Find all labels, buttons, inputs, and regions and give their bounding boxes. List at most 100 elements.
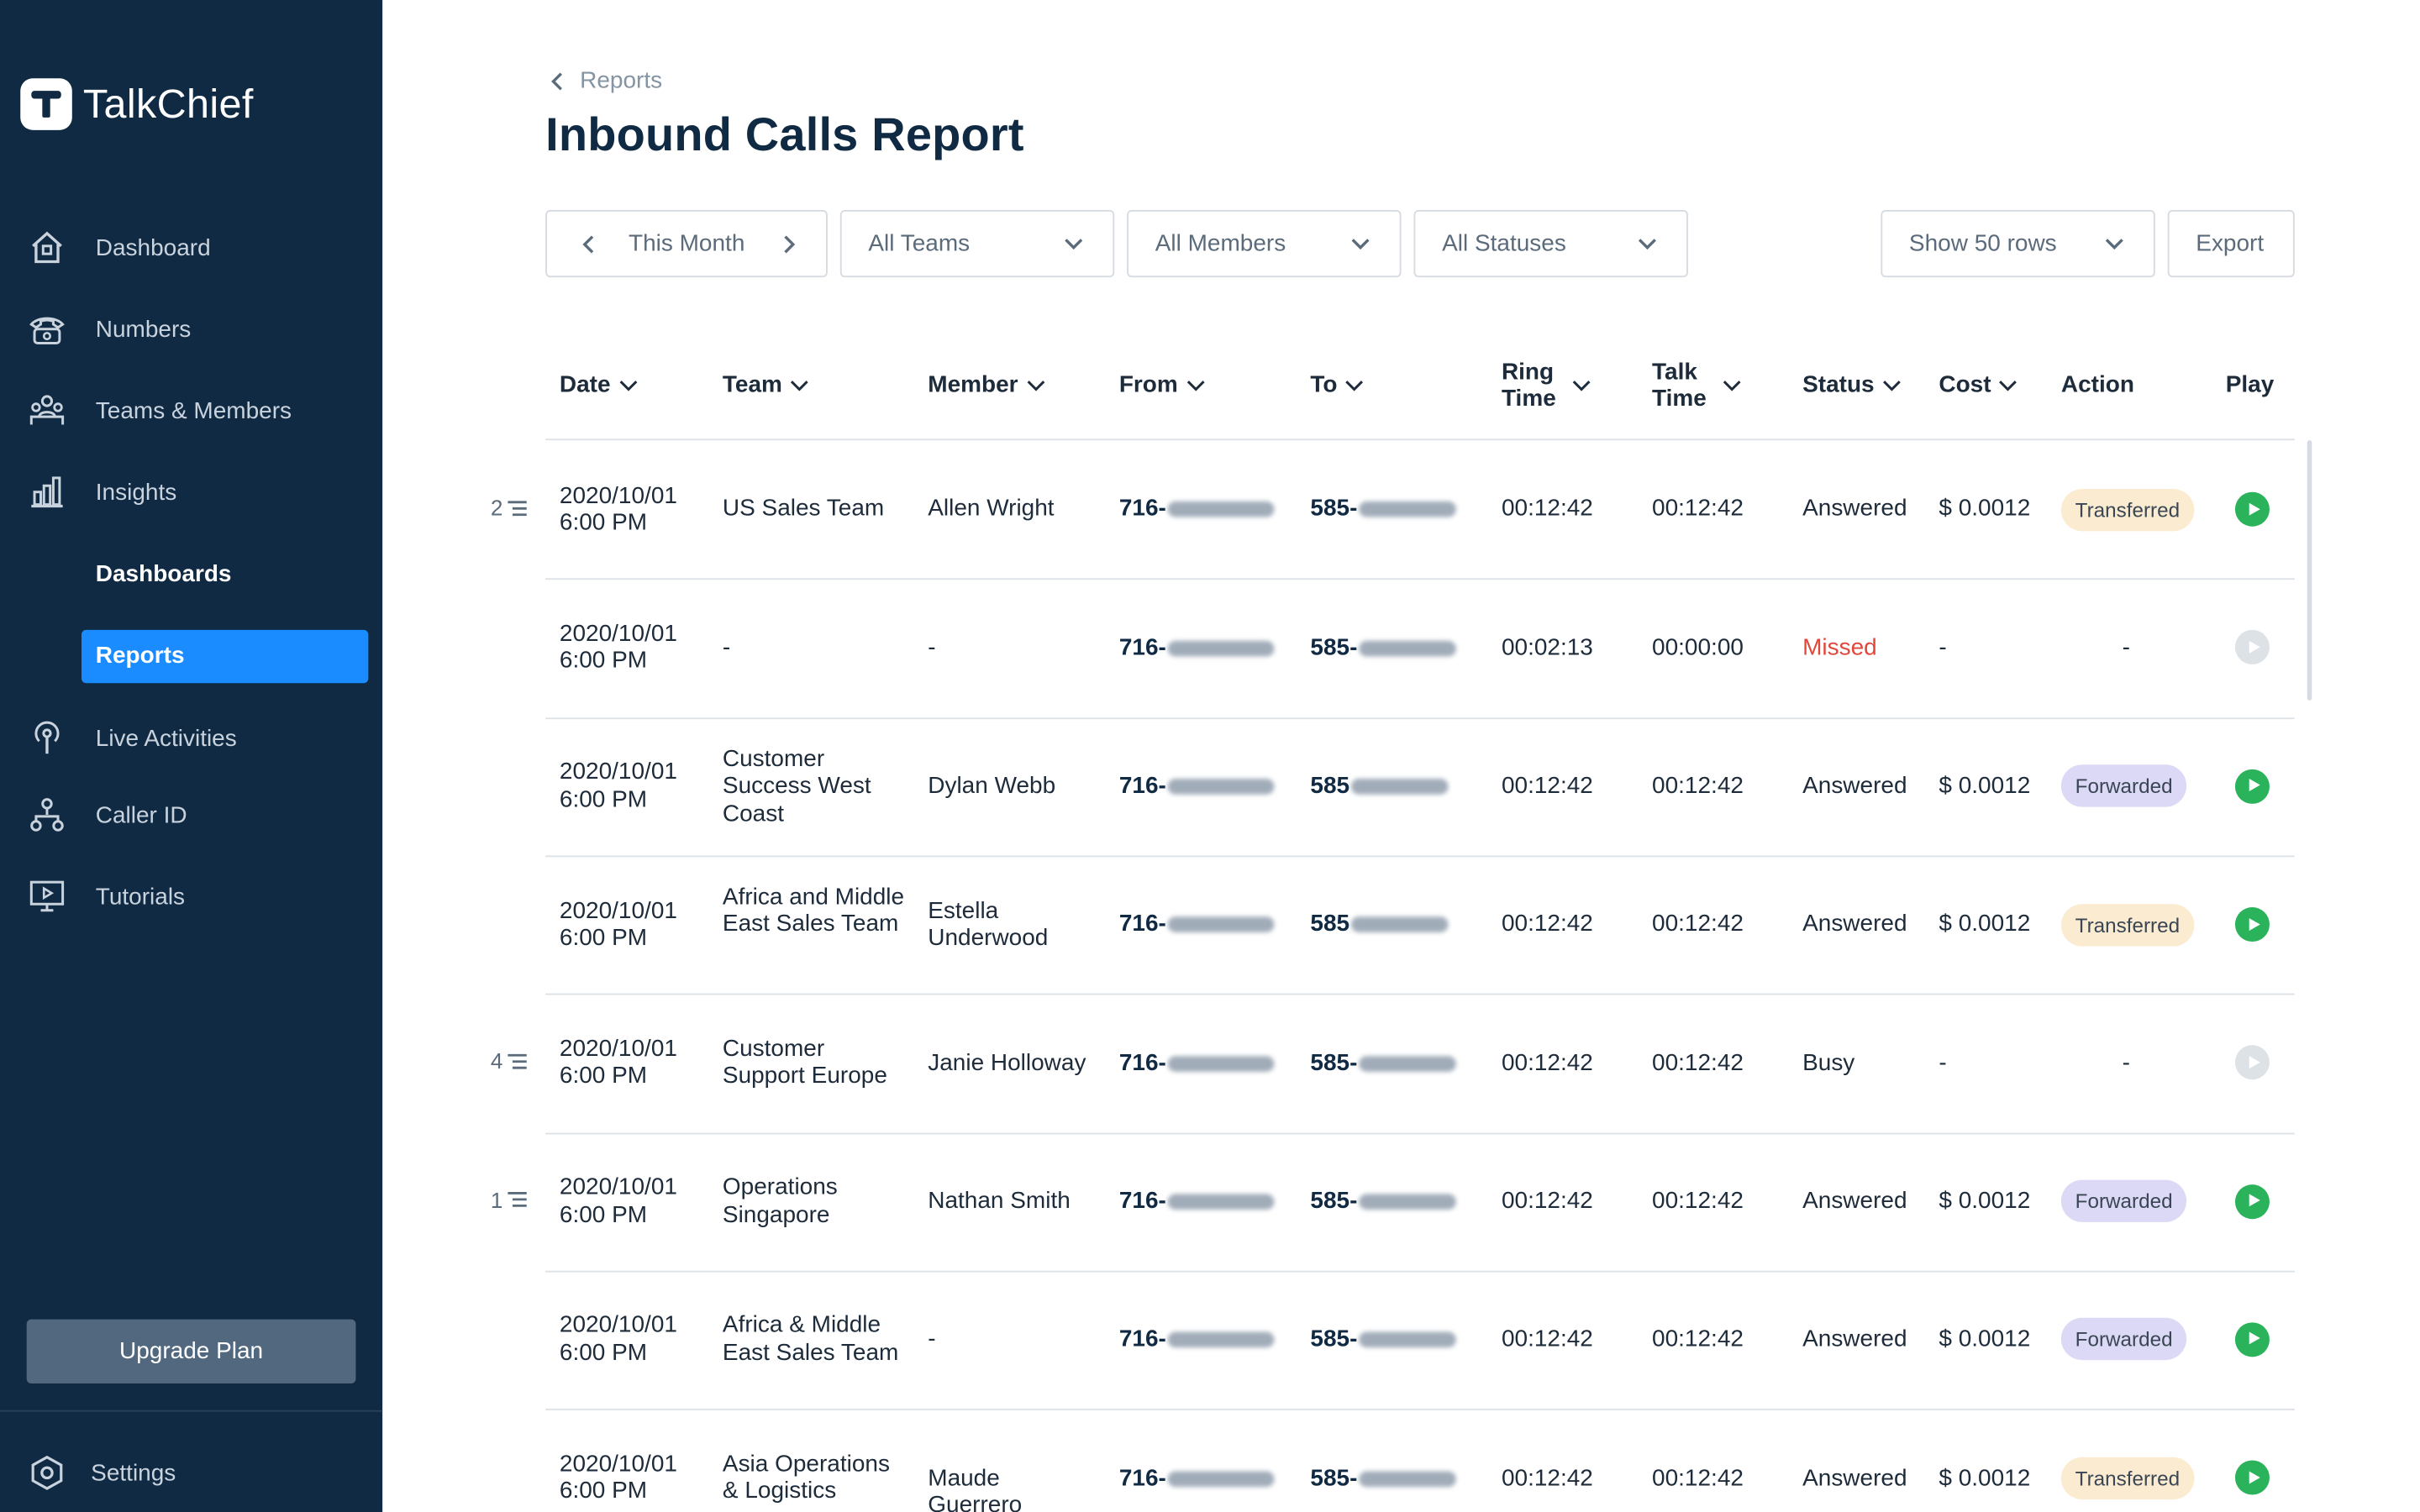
column-header-talk-time[interactable]: Talk Time	[1652, 359, 1741, 412]
masked-digits	[1167, 916, 1275, 933]
to-number-prefix: 585-	[1310, 1464, 1358, 1491]
sidebar-item-label: Tutorials	[95, 883, 186, 910]
play-recording-button	[2234, 1045, 2270, 1080]
chevron-left-icon[interactable]	[581, 234, 597, 255]
date-cell: 2020/10/01 6:00 PM	[560, 1451, 677, 1505]
sidebar-item-label: Dashboard	[95, 234, 211, 261]
teams-dropdown[interactable]: All Teams	[839, 209, 1115, 278]
sidebar-subitem-reports[interactable]: Reports	[81, 629, 369, 684]
time-value: 6:00 PM	[559, 1063, 648, 1090]
from-number-cell: 716-	[1119, 1464, 1275, 1492]
play-recording-button[interactable]	[2234, 769, 2270, 804]
to-number-prefix: 585-	[1310, 1187, 1358, 1215]
sidebar-item-caller-id[interactable]: Caller ID	[0, 786, 382, 843]
play-recording-button[interactable]	[2234, 1184, 2270, 1219]
chevron-down-icon	[1345, 380, 1364, 391]
period-label[interactable]: This Month	[628, 230, 745, 257]
sidebar-item-settings[interactable]: Settings	[0, 1445, 382, 1501]
header-divider	[545, 438, 2295, 441]
column-header-status[interactable]: Status	[1802, 371, 1901, 398]
from-number-prefix: 716-	[1118, 633, 1166, 661]
column-header-cost[interactable]: Cost	[1939, 371, 2018, 398]
play-recording-button[interactable]	[2234, 1460, 2270, 1495]
action-cell: -	[2122, 1048, 2130, 1076]
cost-cell: -	[1939, 633, 1947, 661]
masked-digits	[1167, 1055, 1275, 1072]
to-number-prefix: 585	[1310, 911, 1350, 938]
date-cell: 2020/10/01 6:00 PM	[560, 1173, 677, 1228]
call-group-indicator[interactable]: 1	[491, 1187, 528, 1212]
team-cell: Operations Singapore	[722, 1173, 838, 1228]
from-number-prefix: 716-	[1118, 1048, 1166, 1076]
sidebar-item-tutorials[interactable]: Tutorials	[0, 868, 382, 924]
masked-digits	[1359, 1470, 1456, 1487]
column-header-ring-time[interactable]: Ring Time	[1502, 359, 1591, 412]
status-cell: Answered	[1802, 772, 1907, 800]
chevron-down-icon	[1723, 381, 1741, 391]
rows-per-page-dropdown[interactable]: Show 50 rows	[1881, 209, 2155, 278]
masked-digits	[1167, 1331, 1275, 1348]
action-badge: Transferred	[2060, 488, 2194, 531]
action-badge: Transferred	[2060, 903, 2194, 946]
status-cell: Busy	[1802, 1048, 1855, 1076]
column-header-member[interactable]: Member	[928, 371, 1044, 398]
call-group-indicator[interactable]: 2	[491, 496, 528, 521]
bar-chart-icon	[31, 476, 63, 508]
member-cell: -	[928, 1326, 936, 1353]
sidebar-subitem-dashboards[interactable]: Dashboards	[95, 560, 232, 588]
column-header-label: Cost	[1939, 371, 1991, 398]
date-value: 2020/10/01	[559, 620, 677, 648]
column-header-to[interactable]: To	[1310, 371, 1364, 398]
sidebar-item-live-activities[interactable]: Live Activities	[0, 710, 382, 766]
sidebar-item-dashboard[interactable]: Dashboard	[0, 219, 382, 276]
date-cell: 2020/10/01 6:00 PM	[560, 621, 677, 675]
sidebar-item-numbers[interactable]: Numbers	[0, 301, 382, 357]
table-scrollbar[interactable]	[2307, 440, 2312, 701]
breadcrumb[interactable]: Reports	[549, 67, 662, 94]
cost-cell: $ 0.0012	[1939, 1187, 2031, 1215]
talk-time-cell: 00:12:42	[1652, 1187, 1744, 1215]
call-group-indicator[interactable]: 4	[491, 1049, 528, 1074]
play-recording-button[interactable]	[2234, 907, 2270, 942]
cost-cell: $ 0.0012	[1939, 911, 2031, 938]
action-badge: Forwarded	[2060, 1179, 2187, 1223]
members-dropdown[interactable]: All Members	[1127, 209, 1402, 278]
statuses-dropdown-label: All Statuses	[1442, 230, 1566, 257]
action-badge: Transferred	[2060, 1457, 2194, 1499]
sidebar-item-label: Caller ID	[95, 801, 187, 828]
statuses-dropdown[interactable]: All Statuses	[1413, 209, 1688, 278]
chevron-right-icon[interactable]	[781, 234, 797, 255]
play-recording-button[interactable]	[2234, 1322, 2270, 1357]
talk-time-cell: 00:12:42	[1652, 911, 1744, 938]
ring-time-cell: 00:12:42	[1501, 1187, 1593, 1215]
sidebar-item-insights[interactable]: Insights	[0, 464, 382, 520]
chevron-down-icon	[1065, 239, 1083, 250]
date-value: 2020/10/01	[559, 1312, 677, 1339]
row-divider	[545, 993, 2295, 995]
talk-time-cell: 00:12:42	[1652, 1048, 1744, 1076]
export-button[interactable]: Export	[2167, 209, 2295, 278]
masked-digits	[1359, 1194, 1456, 1210]
talk-time-cell: 00:00:00	[1652, 633, 1744, 661]
column-header-from[interactable]: From	[1119, 371, 1205, 398]
brand[interactable]: TalkChief	[20, 78, 253, 130]
play-recording-button	[2234, 630, 2270, 665]
sidebar-item-label: Live Activities	[95, 724, 237, 752]
row-divider	[545, 717, 2295, 719]
column-header-date[interactable]: Date	[560, 371, 637, 398]
sidebar-item-label: Numbers	[95, 315, 192, 343]
team-cell: US Sales Team	[722, 496, 885, 522]
action-cell: -	[2122, 633, 2130, 661]
play-recording-button[interactable]	[2234, 491, 2270, 528]
upgrade-plan-button[interactable]: Upgrade Plan	[26, 1319, 356, 1384]
sidebar-item-teams-members[interactable]: Teams & Members	[0, 382, 382, 438]
ring-time-cell: 00:12:42	[1501, 496, 1593, 522]
chevron-down-icon	[2105, 239, 2123, 250]
from-number-prefix: 716-	[1118, 1464, 1166, 1491]
row-divider	[545, 1270, 2295, 1273]
to-number-cell: 585-	[1310, 1188, 1456, 1215]
to-number-prefix: 585-	[1310, 496, 1358, 522]
team-cell: Africa & Middle East Sales Team	[722, 1312, 899, 1367]
column-header-team[interactable]: Team	[723, 371, 809, 398]
